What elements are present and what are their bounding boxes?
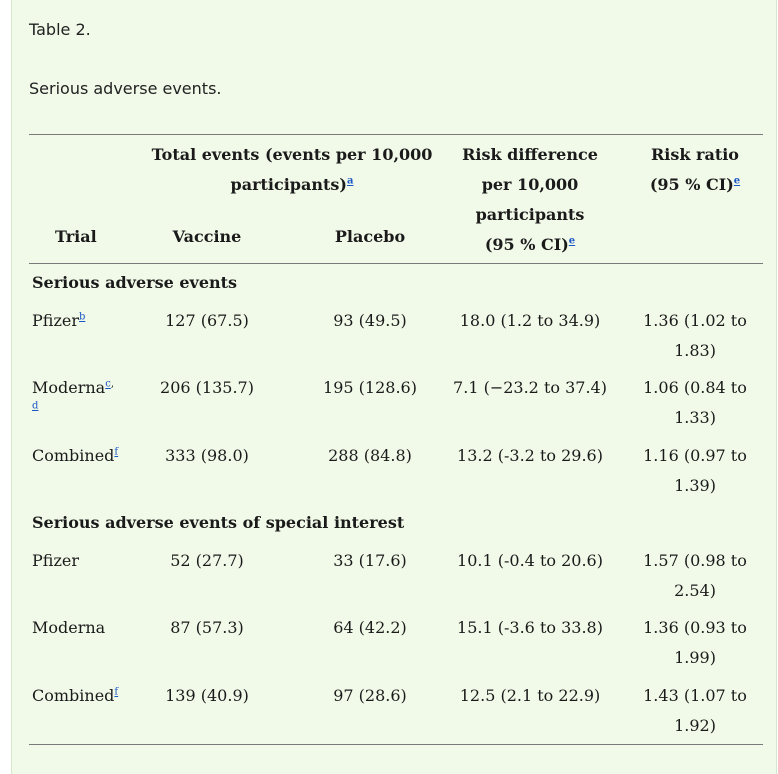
vaccine-cell: 333 (98.0): [165, 446, 249, 465]
table-panel: Table 2. Serious adverse events. Total e…: [11, 0, 777, 774]
trial-cell: Moderna: [32, 618, 106, 637]
vaccine-cell: 52 (27.7): [170, 551, 244, 570]
placebo-cell: 97 (28.6): [333, 686, 407, 705]
placebo-cell: 93 (49.5): [333, 311, 407, 330]
placebo-cell: 195 (128.6): [323, 378, 417, 397]
footnote-link-e[interactable]: e: [733, 175, 741, 187]
vaccine-cell: 206 (135.7): [160, 378, 254, 397]
header-risk-ratio: Risk ratio (95 % CI)e: [649, 145, 741, 194]
trial-cell: Modernac, d: [32, 378, 115, 412]
footnote-link-d[interactable]: d: [32, 400, 39, 412]
risk-ratio-cell: 1.36 (0.93 to 1.99): [643, 618, 747, 667]
vaccine-cell: 139 (40.9): [165, 686, 249, 705]
trial-cell: Pfizer: [32, 551, 79, 570]
footnote-link-b[interactable]: b: [78, 311, 86, 323]
trial-cell: Pfizerb: [32, 311, 86, 330]
risk-ratio-cell: 1.06 (0.84 to 1.33): [643, 378, 747, 427]
risk-ratio-cell: 1.36 (1.02 to 1.83): [643, 311, 747, 360]
risk-difference-cell: 12.5 (2.1 to 22.9): [459, 686, 601, 705]
placebo-cell: 64 (42.2): [333, 618, 407, 637]
table-bottom-rule: [29, 744, 763, 745]
risk-ratio-cell: 1.43 (1.07 to 1.92): [643, 686, 747, 735]
trial-cell: Combinedf: [32, 686, 119, 705]
placebo-cell: 33 (17.6): [333, 551, 407, 570]
table-top-rule: [29, 134, 763, 135]
vaccine-cell: 87 (57.3): [170, 618, 244, 637]
header-risk-difference: Risk difference per 10,000 participants …: [462, 145, 598, 254]
risk-ratio-cell: 1.16 (0.97 to 1.39): [643, 446, 747, 495]
risk-difference-cell: 15.1 (-3.6 to 33.8): [457, 618, 603, 637]
table-label: Table 2.: [29, 20, 91, 39]
header-placebo: Placebo: [334, 227, 406, 246]
risk-difference-cell: 13.2 (-3.2 to 29.6): [457, 446, 603, 465]
vaccine-cell: 127 (67.5): [165, 311, 249, 330]
header-bottom-rule: [29, 263, 763, 264]
footnote-link-c[interactable]: c: [105, 378, 111, 390]
header-trial: Trial: [55, 227, 97, 246]
header-total-events: Total events (events per 10,000 particip…: [151, 145, 433, 194]
footnote-link-a[interactable]: a: [346, 175, 354, 187]
section-title: Serious adverse events: [32, 273, 238, 292]
risk-difference-cell: 10.1 (-0.4 to 20.6): [457, 551, 603, 570]
placebo-cell: 288 (84.8): [328, 446, 412, 465]
trial-cell: Combinedf: [32, 446, 119, 465]
risk-difference-cell: 18.0 (1.2 to 34.9): [459, 311, 601, 330]
footnote-link-f[interactable]: f: [114, 686, 119, 698]
section-title: Serious adverse events of special intere…: [32, 513, 405, 532]
risk-difference-cell: 7.1 (−23.2 to 37.4): [453, 378, 607, 397]
footnote-link-f[interactable]: f: [114, 446, 119, 458]
table-title: Serious adverse events.: [29, 79, 222, 98]
risk-ratio-cell: 1.57 (0.98 to 2.54): [643, 551, 747, 600]
footnote-link-e[interactable]: e: [568, 235, 576, 247]
header-vaccine: Vaccine: [172, 227, 242, 246]
